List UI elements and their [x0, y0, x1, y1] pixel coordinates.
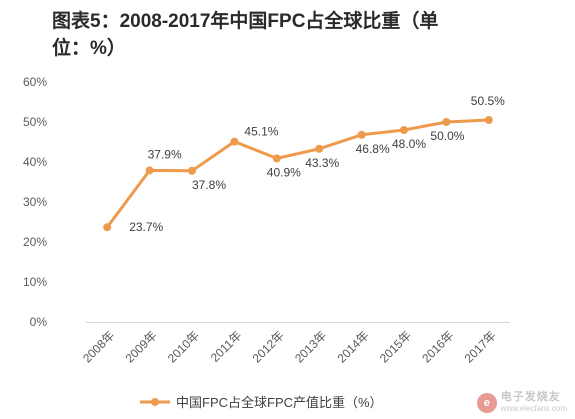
- x-tick-label: 2012年: [250, 328, 287, 365]
- data-label: 23.7%: [129, 220, 163, 234]
- x-tick-label: 2016年: [419, 328, 456, 365]
- y-tick-label: 50%: [23, 115, 47, 129]
- data-label: 37.9%: [148, 147, 182, 161]
- watermark-logo-icon: e: [476, 393, 497, 413]
- data-point: [484, 116, 493, 124]
- data-point: [230, 137, 239, 146]
- x-tick-label: 2009年: [122, 328, 159, 365]
- data-label: 37.8%: [192, 178, 226, 192]
- series-line: [105, 118, 489, 229]
- data-label: 40.9%: [267, 165, 301, 179]
- data-point: [315, 144, 324, 153]
- data-point: [103, 223, 112, 232]
- data-label: 48.0%: [392, 137, 426, 151]
- x-tick-label: 2013年: [292, 328, 329, 365]
- x-tick-label: 2014年: [334, 328, 371, 365]
- data-label: 45.1%: [244, 125, 278, 139]
- legend-label: 中国FPC占全球FPC产值比重（%）: [176, 395, 383, 410]
- x-tick-label: 2015年: [377, 328, 414, 365]
- data-point: [357, 130, 366, 139]
- data-label: 50.0%: [430, 129, 464, 143]
- x-tick-label: 2010年: [165, 328, 202, 365]
- data-point: [145, 166, 154, 175]
- y-tick-label: 20%: [23, 235, 47, 249]
- data-point: [400, 126, 408, 134]
- data-point: [442, 118, 451, 126]
- data-label: 46.8%: [356, 142, 390, 156]
- watermark-url: www.elecfans.com: [500, 404, 567, 413]
- watermark: e 电子发烧友 www.elecfans.com: [476, 391, 567, 415]
- y-tick-label: 0%: [30, 315, 48, 329]
- watermark-name: 电子发烧友: [500, 391, 561, 403]
- x-tick-label: 2008年: [80, 328, 117, 365]
- data-point: [188, 166, 196, 175]
- x-tick-label: 2017年: [462, 328, 499, 365]
- x-tick-label: 2011年: [208, 328, 245, 365]
- chart-title: 图表5：2008-2017年中国FPC占全球比重（单位：%）: [52, 11, 439, 59]
- data-label: 50.5%: [471, 94, 505, 108]
- y-tick-label: 30%: [23, 195, 47, 209]
- y-tick-label: 60%: [23, 75, 47, 89]
- legend-swatch-marker: [151, 398, 159, 406]
- y-tick-label: 40%: [23, 155, 47, 169]
- y-tick-label: 10%: [23, 275, 47, 289]
- data-label: 43.3%: [305, 156, 339, 170]
- data-point: [272, 154, 281, 163]
